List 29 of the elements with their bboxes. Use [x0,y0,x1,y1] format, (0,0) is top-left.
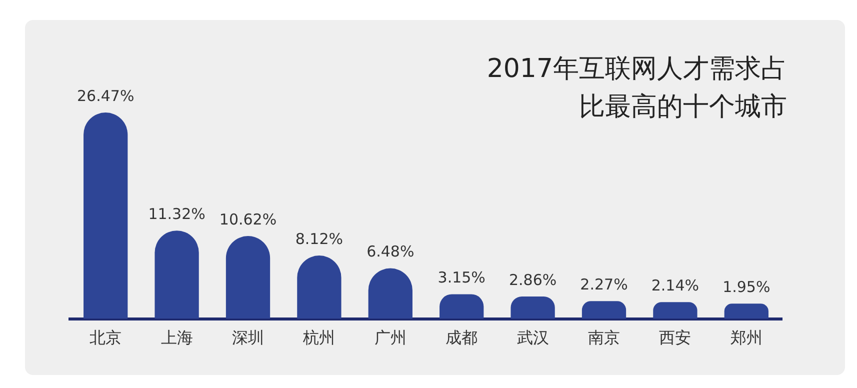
bar [84,112,128,319]
data-label: 3.15% [438,268,486,287]
bar [653,302,698,319]
bar [510,296,555,319]
x-tick-label: 南京 [588,328,620,347]
bar [724,304,768,319]
bar [154,230,199,319]
bar [582,301,626,319]
data-label: 10.62% [219,210,277,228]
x-tick-label: 成都 [446,328,478,347]
x-tick-label: 武汉 [516,328,549,347]
data-label: 2.86% [508,270,557,289]
x-tick-label: 北京 [90,328,122,347]
data-label: 8.12% [295,230,344,248]
bar [226,236,270,319]
data-label: 2.14% [651,276,700,295]
x-tick-label: 西安 [659,328,692,347]
x-tick-label: 郑州 [730,328,762,347]
x-tick-label: 深圳 [232,328,264,347]
data-label: 1.95% [722,278,770,296]
chart-title: 2017年互联网人才需求占比最高的十个城市 [486,53,787,124]
data-label: 26.47% [77,86,134,105]
x-tick-label: 杭州 [302,328,336,347]
data-label: 2.27% [580,276,628,294]
bar [440,294,484,319]
data-label: 6.48% [366,242,414,261]
data-label: 11.32% [148,204,206,223]
x-tick-label: 广州 [374,328,406,347]
x-tick-label: 上海 [160,328,193,347]
